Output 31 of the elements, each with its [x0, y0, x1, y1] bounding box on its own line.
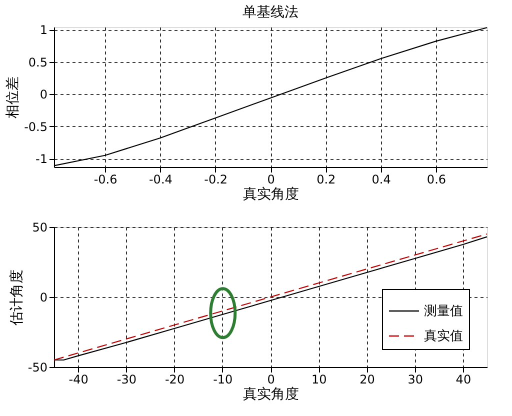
- y-tick-label: -0.5: [24, 120, 48, 134]
- chart-title: 单基线法: [242, 4, 298, 21]
- x-tick-label: 30: [408, 372, 423, 386]
- x-tick-label: -0.6: [94, 172, 118, 186]
- y-tick-label: 1: [40, 23, 48, 38]
- x-tick-label: -20: [164, 372, 185, 386]
- legend-label: 真实值: [424, 329, 463, 344]
- x-tick-label: -40: [68, 372, 88, 386]
- y-tick-label: 0: [40, 88, 48, 102]
- y-tick-label: 50: [32, 220, 48, 234]
- y-tick-label: -50: [28, 360, 48, 374]
- x-tick-label: 20: [360, 372, 375, 386]
- x-tick-label: -0.2: [204, 172, 228, 186]
- x-tick-label: -0.4: [148, 172, 172, 186]
- y-axis-title: 估计角度: [8, 270, 25, 326]
- x-axis-title: 真实角度: [243, 186, 299, 202]
- legend-label: 测量值: [424, 304, 463, 319]
- x-tick-label: -30: [116, 372, 136, 386]
- x-tick-label: 40: [456, 372, 472, 386]
- x-tick-label: 0.2: [316, 172, 336, 186]
- x-axis-title: 真实角度: [243, 386, 299, 402]
- x-tick-label: -10: [213, 372, 233, 386]
- x-tick-label: 0: [267, 372, 275, 386]
- x-tick-label: 0: [267, 172, 275, 186]
- y-tick-label: -1: [36, 152, 48, 166]
- x-tick-label: 0.6: [426, 172, 446, 186]
- x-tick-label: 10: [311, 372, 327, 386]
- x-tick-label: 0.4: [372, 172, 391, 186]
- y-axis-title: 相位差: [5, 76, 22, 118]
- y-tick-label: 0: [40, 290, 48, 304]
- y-tick-label: 0.5: [28, 55, 48, 70]
